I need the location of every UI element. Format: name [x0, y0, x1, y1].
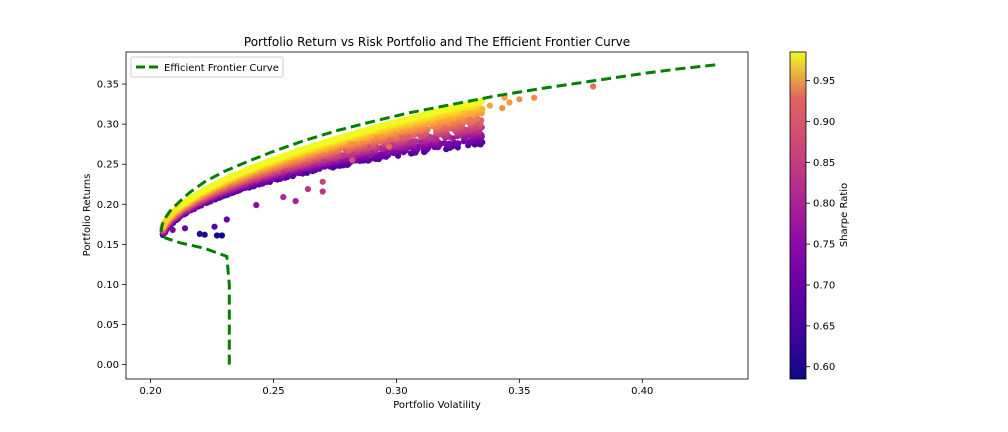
- colorbar-tick-label: 0.70: [813, 280, 835, 291]
- scatter-point: [409, 138, 416, 145]
- scatter-point: [218, 232, 225, 239]
- legend-box: [130, 56, 284, 78]
- scatter-point: [209, 182, 216, 189]
- colorbar-ticks: 0.60 0.65 0.70 0.75 0.80 0.85 0.90 0.95: [806, 76, 835, 373]
- scatter-point: [376, 123, 383, 130]
- scatter-point: [263, 158, 271, 165]
- scatter-point: [386, 143, 393, 150]
- scatter-point: [292, 198, 299, 205]
- scatter-point: [590, 83, 597, 90]
- scatter-points: [159, 83, 597, 239]
- frontier-layer: [159, 63, 717, 365]
- scatter-point: [196, 230, 203, 237]
- scatter-point: [332, 135, 339, 143]
- scatter-point: [181, 225, 189, 232]
- legend-entry-frontier: Efficient Frontier Curve: [164, 63, 279, 74]
- scatter-point: [364, 126, 371, 133]
- scatter-point: [326, 137, 333, 144]
- scatter-point: [313, 141, 320, 149]
- x-axis-label: Portfolio Volatility: [393, 400, 481, 411]
- scatter-point: [319, 188, 326, 195]
- scatter-point: [269, 157, 276, 164]
- scatter-point: [436, 107, 443, 114]
- chart-title: Portfolio Return vs Risk Portfolio and T…: [244, 35, 630, 49]
- scatter-point: [249, 164, 256, 171]
- y-axis-ticks: 0.00 0.05 0.10 0.15 0.20 0.25 0.30 0.35: [97, 80, 126, 371]
- x-tick-label: 0.40: [631, 386, 653, 397]
- colorbar-label: Sharpe Ratio: [839, 183, 850, 247]
- colorbar-tick-label: 0.65: [813, 321, 835, 332]
- x-tick-label: 0.20: [139, 386, 161, 397]
- scatter-point: [213, 232, 221, 239]
- colorbar-tick-label: 0.95: [813, 76, 835, 87]
- scatter-point: [353, 129, 360, 136]
- scatter-point: [499, 105, 506, 112]
- y-tick-label: 0.10: [97, 280, 119, 291]
- scatter-point: [256, 161, 263, 168]
- scatter-point: [383, 121, 390, 128]
- efficient-frontier-line: [159, 63, 717, 365]
- x-axis-ticks: 0.20 0.25 0.30 0.35 0.40: [139, 379, 653, 397]
- legend: Efficient Frontier Curve: [130, 56, 284, 78]
- scatter-point: [479, 139, 486, 146]
- scatter-point: [298, 146, 305, 153]
- colorbar: [789, 51, 807, 380]
- y-tick-label: 0.35: [97, 80, 119, 91]
- scatter-point: [431, 109, 438, 116]
- colorbar-tick-label: 0.60: [813, 362, 835, 373]
- colorbar-tick-label: 0.80: [813, 199, 835, 210]
- scatter-point: [280, 194, 287, 201]
- scatter-point: [253, 202, 260, 209]
- plot-frame: [125, 51, 749, 380]
- scatter-point: [243, 167, 250, 174]
- y-axis-label: Portfolio Returns: [82, 174, 93, 257]
- scatter-point: [389, 119, 396, 126]
- scatter-point: [409, 114, 416, 121]
- scatter-point: [486, 102, 493, 109]
- scatter-point: [275, 154, 282, 161]
- scatter-point: [466, 116, 473, 123]
- colorbar-tick-label: 0.85: [813, 158, 835, 169]
- x-tick-label: 0.25: [262, 386, 284, 397]
- y-tick-label: 0.05: [97, 320, 119, 331]
- scatter-point: [474, 115, 481, 122]
- scatter-point: [304, 186, 311, 193]
- scatter-point: [218, 178, 225, 185]
- scatter-point: [531, 94, 538, 101]
- y-tick-label: 0.00: [97, 360, 119, 371]
- colorbar-tick-label: 0.90: [813, 117, 835, 128]
- scatter-point: [340, 133, 347, 140]
- x-tick-label: 0.35: [508, 386, 530, 397]
- scatter-point: [506, 99, 513, 106]
- colorbar-tick-label: 0.75: [813, 240, 835, 251]
- scatter-point: [419, 111, 426, 119]
- scatter-point: [185, 196, 192, 204]
- scatter-point: [516, 96, 523, 103]
- scatter-point: [211, 223, 218, 230]
- scatter-point: [223, 175, 230, 183]
- scatter-point: [349, 157, 356, 164]
- y-tick-label: 0.25: [97, 160, 119, 171]
- scatter-point: [451, 139, 458, 147]
- scatter-point: [283, 151, 291, 158]
- scatter-point: [450, 104, 457, 111]
- scatter-point: [319, 139, 326, 146]
- scatter-point: [395, 152, 402, 159]
- y-tick-label: 0.15: [97, 240, 119, 251]
- scatter-point: [358, 128, 366, 135]
- y-tick-label: 0.30: [97, 120, 119, 131]
- scatter-point: [399, 117, 406, 124]
- scatter-point: [169, 226, 176, 233]
- scatter-point: [319, 178, 326, 185]
- y-tick-label: 0.20: [97, 200, 119, 211]
- scatter-point: [446, 140, 453, 147]
- scatter-point: [200, 187, 207, 194]
- scatter-point: [293, 148, 300, 155]
- scatter-point: [201, 231, 208, 238]
- scatter-point: [223, 216, 230, 223]
- x-tick-label: 0.30: [385, 386, 407, 397]
- scatter-point: [195, 190, 202, 197]
